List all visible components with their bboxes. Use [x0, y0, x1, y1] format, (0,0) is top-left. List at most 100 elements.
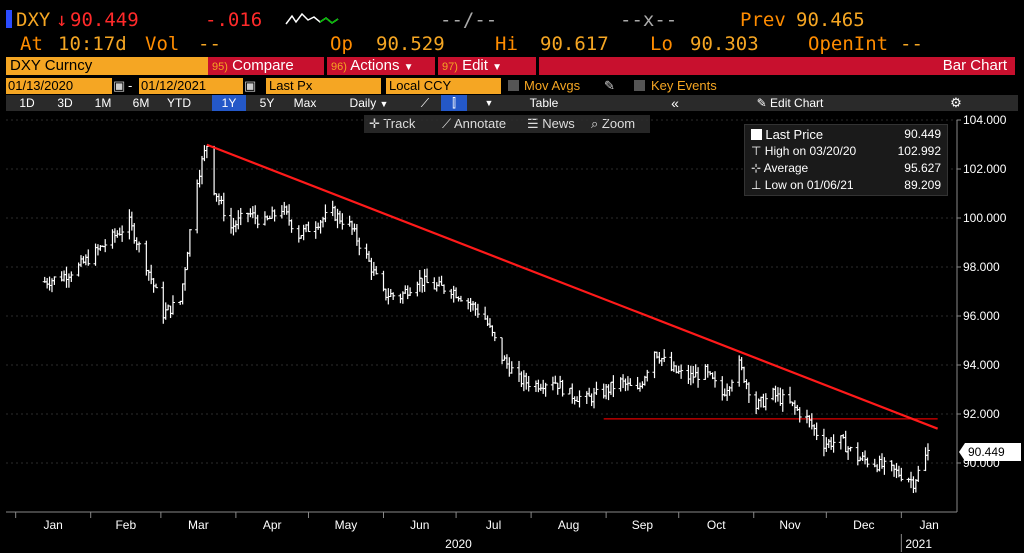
x-tick-label: May: [335, 518, 358, 532]
security-field[interactable]: DXY Curncy: [6, 57, 208, 75]
collapse-icon[interactable]: «: [671, 95, 679, 111]
ticker-marker: [6, 10, 12, 28]
key-events-checkbox[interactable]: [634, 80, 645, 91]
legend-high-value: 102.992: [897, 144, 941, 158]
period-button-ytd[interactable]: YTD: [167, 96, 191, 110]
openint-label: OpenInt: [808, 33, 889, 55]
currency-select[interactable]: Local CCY: [386, 78, 501, 94]
legend-last-value: 90.449: [904, 127, 941, 141]
zoom-icon: ⌕: [591, 116, 599, 131]
actions-button[interactable]: 96) Actions ▼: [327, 57, 435, 75]
period-button-1m[interactable]: 1M: [94, 96, 112, 110]
date-separator: -: [128, 78, 133, 93]
edit-button[interactable]: 97) Edit ▼: [438, 57, 536, 75]
start-date-field[interactable]: 01/13/2020: [6, 78, 112, 94]
x-tick-label: Jan: [44, 518, 63, 532]
style-caret-icon[interactable]: ▼: [484, 98, 494, 108]
frequency-label: Daily: [349, 96, 377, 110]
security-label: DXY Curncy: [10, 57, 93, 74]
vol-value: --: [198, 33, 221, 55]
chart-type-bar[interactable]: Bar Chart: [539, 57, 1015, 75]
x-tick-label: Feb: [115, 518, 136, 532]
y-tick-label: 102.000: [963, 162, 1007, 176]
sparkline-icon: [285, 12, 339, 25]
line-style-icon[interactable]: ⟋: [420, 96, 430, 110]
period-button-1y[interactable]: 1Y: [212, 95, 246, 111]
compare-button[interactable]: 95) Compare: [208, 57, 324, 75]
bid-quote: --/--: [440, 9, 498, 31]
annotate-icon: ⟋: [442, 116, 452, 131]
last-price-badge: [959, 442, 1021, 461]
x-tick-label: Sep: [632, 518, 654, 532]
table-label: Table: [529, 96, 559, 110]
legend-low-value: 89.209: [904, 178, 941, 192]
open-value: 90.529: [376, 33, 445, 55]
period-button-1d[interactable]: 1D: [19, 96, 35, 110]
y-tick-label: 100.000: [963, 211, 1007, 225]
average-marker-icon: ⊹: [751, 161, 762, 175]
y-tick-label: 96.000: [963, 309, 1000, 323]
high-marker-icon: ⊤: [751, 144, 762, 158]
compare-label: Compare: [232, 57, 294, 74]
price-chart[interactable]: 90.00092.00094.00096.00098.000100.000102…: [0, 112, 1024, 553]
end-date-label: 01/12/2021: [141, 78, 207, 93]
legend-low-label: Low on 01/06/21: [764, 178, 854, 192]
last-swatch: [751, 129, 762, 140]
mov-avgs-label[interactable]: Mov Avgs: [524, 78, 581, 93]
legend-high: ⊤ High on 03/20/20 102.992: [751, 143, 941, 160]
actions-caret-icon: ▼: [403, 62, 414, 73]
gear-icon[interactable]: ⚙: [950, 95, 962, 110]
field-label: Last Px: [269, 78, 313, 93]
edit-number: 97): [442, 61, 458, 73]
pencil-icon[interactable]: ✎: [604, 78, 615, 93]
key-events-label[interactable]: Key Events: [651, 78, 717, 93]
ticker-symbol[interactable]: DXY: [16, 9, 51, 31]
x-tick-label: Jan: [919, 518, 938, 532]
frequency-caret-icon: ▼: [379, 99, 389, 109]
x-year-label: 2021: [905, 537, 932, 551]
actions-label: Actions: [350, 57, 400, 74]
legend-high-label: High on 03/20/20: [764, 144, 857, 158]
legend-last: Last Price 90.449: [751, 126, 941, 144]
bar-style-icon[interactable]: ⫿: [441, 95, 467, 111]
edit-caret-icon: ▼: [492, 62, 503, 73]
period-button-3d[interactable]: 3D: [57, 96, 73, 110]
legend-average-value: 95.627: [904, 161, 941, 175]
end-calendar-icon[interactable]: ▣: [244, 78, 257, 93]
price-change: -.016: [205, 9, 263, 31]
period-button-max[interactable]: Max: [293, 96, 317, 110]
currency-label: Local CCY: [389, 78, 452, 93]
compare-number: 95): [212, 61, 228, 73]
x-tick-label: Jul: [486, 518, 501, 532]
y-tick-label: 98.000: [963, 260, 1000, 274]
start-date-label: 01/13/2020: [8, 78, 74, 93]
x-tick-label: Jun: [410, 518, 429, 532]
edit-label: Edit: [462, 57, 488, 74]
quote-time: 10:17d: [58, 33, 127, 55]
legend-average-label: Average: [763, 161, 809, 175]
start-calendar-icon[interactable]: ▣: [113, 78, 126, 93]
prev-label: Prev: [740, 9, 786, 31]
edit-chart-pencil-icon: ✎: [756, 96, 767, 110]
y-tick-label: 92.000: [963, 407, 1000, 421]
field-select[interactable]: Last Px: [266, 78, 381, 94]
high-value: 90.617: [540, 33, 609, 55]
period-button-5y[interactable]: 5Y: [259, 96, 275, 110]
period-button-6m[interactable]: 6M: [132, 96, 150, 110]
x-tick-label: Oct: [707, 518, 726, 532]
x-tick-label: Aug: [558, 518, 579, 532]
last-price-badge-label: 90.449: [968, 445, 1005, 459]
x-tick-label: Mar: [188, 518, 209, 532]
y-tick-label: 94.000: [963, 358, 1000, 372]
chart-tools: [364, 115, 650, 133]
edit-chart-label: Edit Chart: [770, 96, 824, 110]
ask-quote: --x--: [620, 9, 678, 31]
x-tick-label: Nov: [779, 518, 800, 532]
table-button[interactable]: Table: [506, 95, 582, 111]
actions-number: 96): [331, 61, 347, 73]
frequency-select[interactable]: Daily ▼: [338, 95, 400, 111]
end-date-field[interactable]: 01/12/2021: [139, 78, 243, 94]
edit-chart-button[interactable]: ✎ Edit Chart: [740, 95, 840, 111]
legend-last-label: Last Price: [765, 127, 824, 142]
mov-avgs-checkbox[interactable]: [508, 80, 519, 91]
